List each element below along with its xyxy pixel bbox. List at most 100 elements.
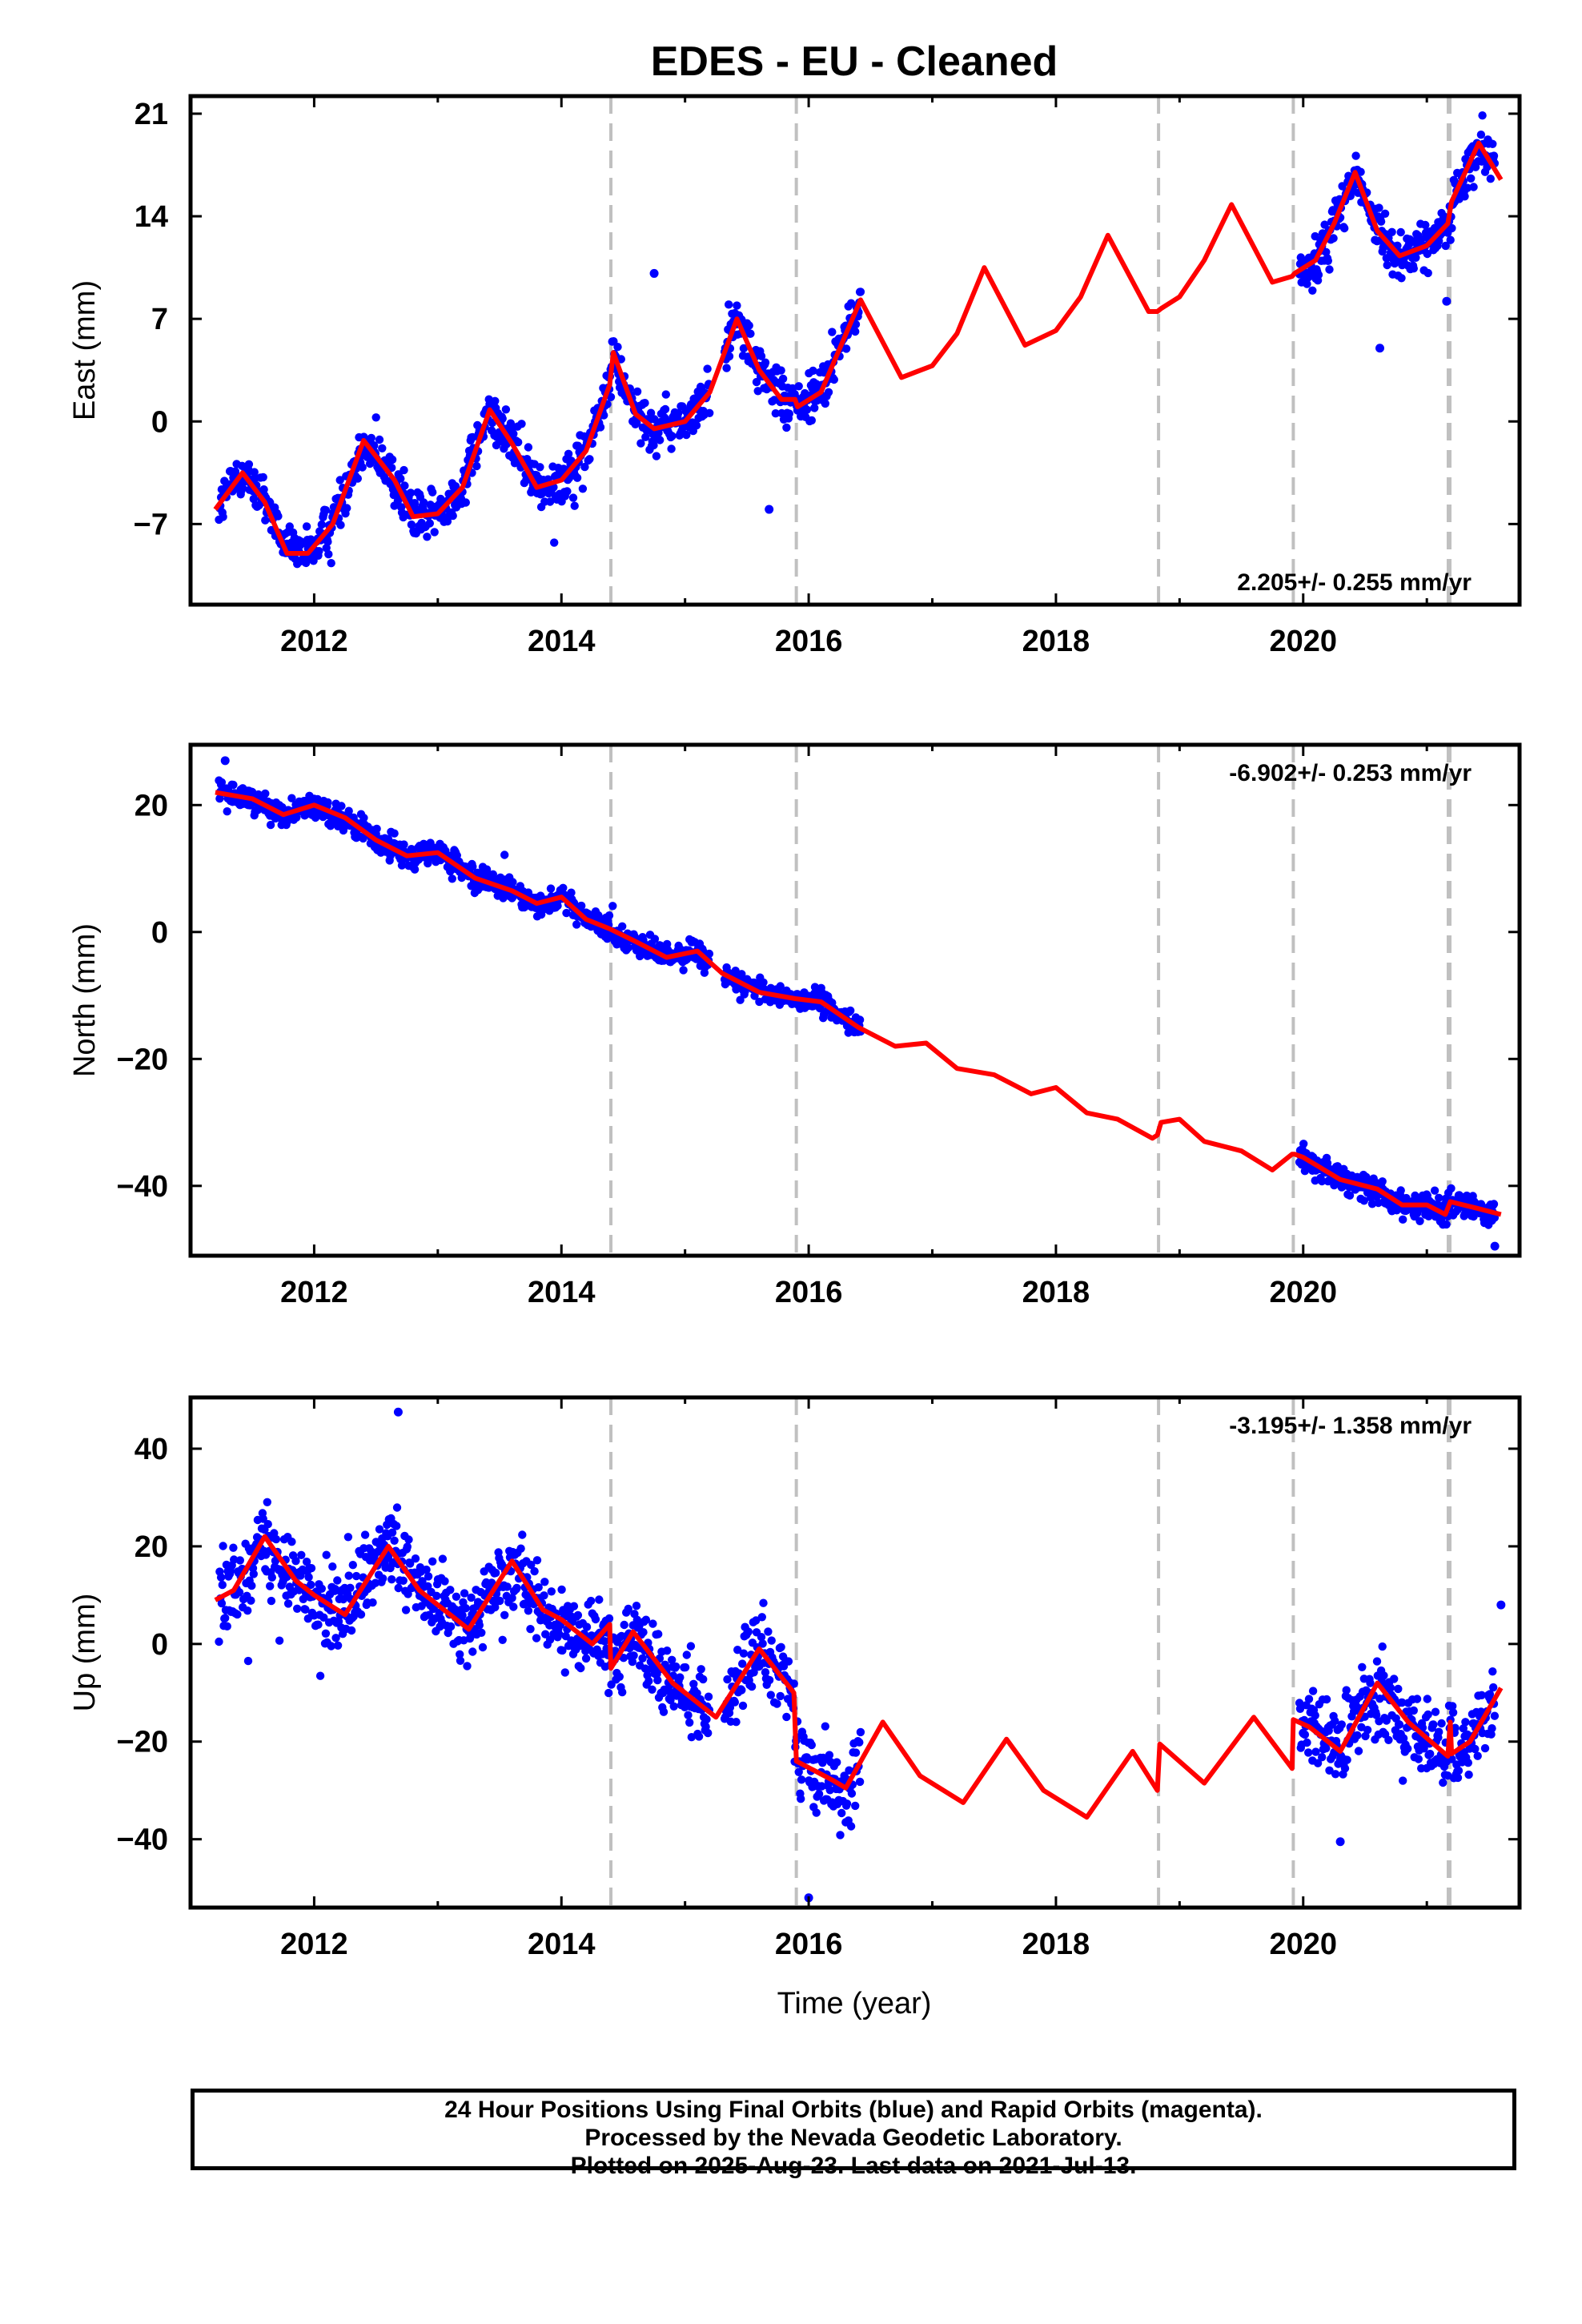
up-data-point: [403, 1542, 412, 1551]
up-data-point: [223, 1622, 231, 1631]
up-data-point: [406, 1559, 415, 1568]
east-data-point: [1486, 175, 1496, 183]
up-velocity-label: -3.195+/- 1.358 mm/yr: [1229, 1413, 1472, 1439]
north-data-point: [287, 794, 296, 802]
up-data-point: [1437, 1719, 1446, 1728]
up-y-tick-label: −20: [117, 1726, 168, 1759]
up-data-point: [684, 1711, 693, 1719]
up-data-point: [782, 1712, 791, 1722]
north-data-point: [855, 1015, 865, 1024]
north-y-tick-label: −40: [117, 1170, 168, 1204]
up-data-point: [500, 1610, 509, 1620]
east-data-point: [564, 449, 573, 458]
east-data-point: [239, 484, 247, 493]
north-data-point: [337, 802, 346, 810]
up-data-point: [1337, 1720, 1347, 1729]
up-data-point: [1412, 1695, 1422, 1703]
up-data-point: [591, 1614, 600, 1624]
up-data-point: [851, 1748, 861, 1757]
east-data-point: [327, 559, 335, 568]
up-data-point: [319, 1613, 328, 1622]
east-data-point: [498, 414, 507, 423]
north-y-tick-label: −20: [117, 1043, 168, 1076]
east-data-point: [400, 481, 409, 490]
up-data-point: [1464, 1759, 1473, 1767]
up-data-point: [773, 1699, 781, 1708]
east-data-point: [514, 438, 523, 447]
east-data-point: [1409, 264, 1419, 273]
up-data-point: [576, 1663, 585, 1673]
east-data-point: [1396, 227, 1405, 237]
east-data-point: [410, 499, 420, 508]
up-data-point: [595, 1595, 604, 1604]
east-x-tick-label: 2020: [1269, 625, 1337, 658]
up-data-point: [624, 1604, 632, 1614]
up-data-point: [315, 1671, 325, 1680]
up-data-point: [518, 1530, 527, 1539]
up-data-point: [1311, 1747, 1320, 1756]
up-data-point: [428, 1557, 437, 1566]
up-data-point: [343, 1533, 353, 1542]
up-data-point: [287, 1538, 296, 1546]
north-data-point: [468, 862, 477, 871]
up-data-point: [825, 1751, 834, 1759]
east-data-point: [807, 416, 816, 425]
east-data-point: [851, 320, 861, 329]
east-data-point: [733, 301, 741, 310]
east-data-point: [491, 396, 500, 405]
east-outlier-point: [1442, 296, 1452, 306]
up-data-point: [668, 1655, 677, 1664]
up-data-point: [1431, 1707, 1440, 1716]
east-data-point: [802, 405, 812, 414]
up-data-point: [738, 1659, 747, 1668]
north-data-point: [1378, 1177, 1387, 1186]
east-data-point: [550, 538, 559, 547]
east-y-axis-label: East (mm): [68, 280, 102, 420]
up-data-point: [1353, 1731, 1362, 1740]
up-data-point: [686, 1642, 696, 1651]
east-data-point: [1356, 167, 1365, 176]
north-data-point: [508, 878, 517, 887]
east-data-point: [1380, 209, 1390, 218]
up-data-point: [526, 1625, 535, 1634]
up-data-point: [219, 1542, 227, 1550]
north-data-point: [292, 813, 301, 822]
east-data-point: [646, 408, 656, 417]
north-data-point: [229, 780, 238, 790]
east-y-tick-label: −7: [134, 508, 168, 541]
up-data-point: [776, 1691, 785, 1701]
north-data-point: [1367, 1200, 1377, 1208]
north-data-point: [759, 978, 768, 987]
east-x-tick-label: 2014: [528, 625, 596, 658]
up-data-point: [527, 1560, 536, 1570]
up-data-point: [375, 1525, 384, 1534]
up-data-point: [669, 1702, 678, 1711]
up-outlier-point: [1335, 1837, 1345, 1847]
up-data-point: [842, 1799, 852, 1808]
up-data-point: [767, 1636, 776, 1645]
up-data-point: [1488, 1724, 1496, 1733]
east-data-point: [1467, 174, 1476, 183]
up-data-point: [271, 1534, 281, 1544]
up-data-point: [314, 1620, 323, 1629]
east-data-point: [378, 444, 387, 452]
north-x-tick-label: 2018: [1022, 1276, 1090, 1309]
north-data-point: [624, 943, 632, 952]
panel-east: 2012 2014 2016 2018 2020 −7 0 7 14 21 East (mm) 2.2…: [68, 94, 1522, 658]
up-data-point: [307, 1580, 315, 1590]
up-data-point: [1300, 1730, 1310, 1739]
up-data-point: [732, 1718, 741, 1727]
north-data-point: [1435, 1193, 1443, 1203]
east-data-point: [443, 517, 452, 526]
up-data-point: [620, 1620, 628, 1630]
east-x-tick-label: 2016: [775, 625, 843, 658]
up-data-point: [456, 1656, 465, 1665]
east-data-point: [302, 522, 311, 531]
east-data-point: [649, 440, 658, 450]
east-model-line: [213, 140, 1504, 556]
up-data-point: [432, 1591, 441, 1601]
east-data-point: [757, 352, 766, 360]
east-data-point: [725, 352, 734, 361]
up-data-point: [704, 1692, 713, 1701]
east-data-point: [1476, 131, 1486, 139]
